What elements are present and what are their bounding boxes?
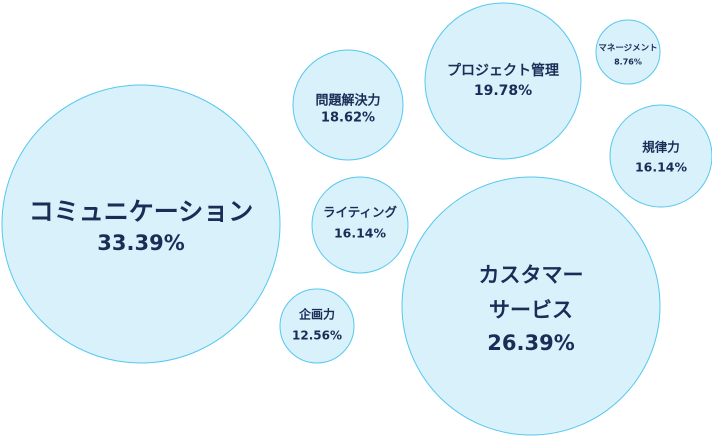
bubble-category-label: カスタマー	[479, 263, 584, 287]
bubble-category-label: マネージメント	[598, 43, 657, 54]
bubble-circle	[1, 84, 281, 364]
bubble-circle	[279, 288, 355, 364]
bubble-value-label: 8.76%	[614, 58, 642, 67]
bubble-category-label: 企画力	[298, 307, 335, 322]
bubble-8: マネージメント 8.76%	[595, 19, 661, 85]
bubble-circle	[595, 19, 661, 85]
bubble-value-label: 12.56%	[292, 329, 342, 343]
bubble-1: コミュニケーション 33.39%	[1, 84, 281, 364]
bubble-category-label: ライティング	[323, 205, 398, 220]
bubble-category-label: コミュニケーション	[29, 197, 254, 226]
bubble-circle	[609, 104, 712, 208]
bubble-value-label: 18.62%	[321, 111, 375, 126]
bubble-value-label: 33.39%	[97, 231, 184, 255]
bubble-category-label: 規律力	[642, 140, 680, 155]
bubble-5: ライティング 16.14%	[311, 176, 409, 274]
bubble-3: プロジェクト管理 19.78%	[424, 2, 582, 160]
bubble-value-label: 19.78%	[474, 83, 532, 99]
bubble-category-label: 問題解決力	[315, 93, 380, 109]
bubble-6: 規律力 16.14%	[609, 104, 712, 208]
bubble-7: 企画力 12.56%	[279, 288, 355, 364]
bubble-category-label: サービス	[489, 298, 573, 322]
bubble-value-label: 26.39%	[487, 331, 574, 355]
bubble-value-label: 16.14%	[334, 226, 387, 241]
bubble-circle	[401, 176, 661, 436]
bubble-value-label: 16.14%	[635, 160, 688, 175]
bubble-circle	[311, 176, 409, 274]
bubble-category-label: プロジェクト管理	[447, 62, 559, 79]
bubble-circle	[292, 49, 404, 161]
bubble-4: 問題解決力 18.62%	[292, 49, 404, 161]
bubble-circle	[424, 2, 582, 160]
